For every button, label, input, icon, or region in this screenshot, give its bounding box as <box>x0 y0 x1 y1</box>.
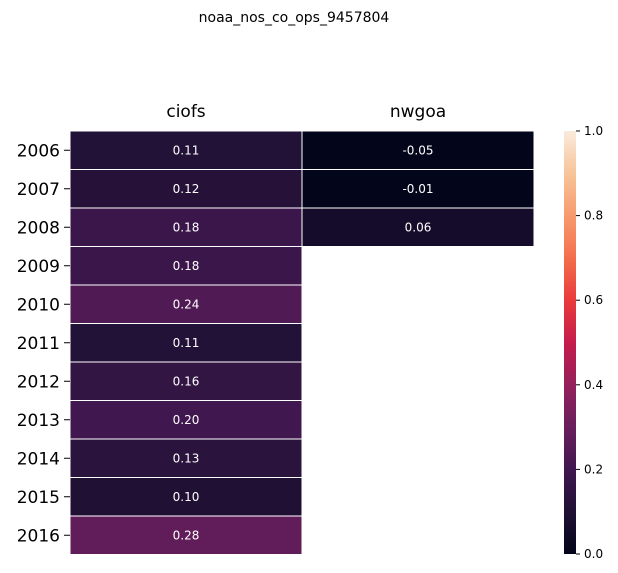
row-labels: 2006 2007 2008 2009 2010 2011 2012 2013 2014 2015… <box>17 141 70 546</box>
cell-value-label: 0.11 <box>173 143 200 157</box>
row-label-2011: 2011 <box>17 334 60 354</box>
row-label-2015: 2015 <box>17 488 60 508</box>
colorbar-gradient <box>564 131 576 554</box>
column-labels: ciofs nwgoa <box>166 102 446 122</box>
row-label-2006: 2006 <box>17 141 60 161</box>
row-label-2008: 2008 <box>17 218 60 238</box>
heatmap-cell-2016-ciofs <box>69 515 303 555</box>
row-label-2010: 2010 <box>17 295 60 315</box>
heatmap-cell-2014-ciofs <box>69 438 303 478</box>
colorbar-tick-label: 0.0 <box>584 547 603 561</box>
heatmap-cell-2006-ciofs <box>69 130 303 170</box>
cell-value-label: 0.28 <box>173 528 200 542</box>
column-label-nwgoa: nwgoa <box>390 102 446 122</box>
cell-value-label: -0.05 <box>402 143 433 157</box>
heatmap-cell-2013-ciofs <box>69 400 303 440</box>
row-label-2009: 2009 <box>17 257 60 277</box>
row-label-2013: 2013 <box>17 411 60 431</box>
colorbar-tick-label: 1.0 <box>584 124 603 138</box>
heatmap-cell-2007-nwgoa <box>301 169 535 209</box>
cell-value-label: 0.18 <box>173 259 200 273</box>
heatmap-cells: 0.11 -0.05 0.12 -0.01 0.18 0.06 0.18 0.24 0.11 0.… <box>69 130 535 555</box>
cell-value-label: 0.24 <box>173 297 200 311</box>
heatmap-cell-2008-nwgoa <box>301 207 535 247</box>
colorbar: 0.0 0.2 0.4 0.6 0.8 1.0 <box>564 124 603 561</box>
row-label-2014: 2014 <box>17 449 60 469</box>
row-label-2007: 2007 <box>17 180 60 200</box>
cell-value-label: 0.16 <box>173 374 200 388</box>
cell-value-label: 0.12 <box>173 182 200 196</box>
cell-value-label: 0.13 <box>173 451 200 465</box>
cell-value-label: 0.18 <box>173 220 200 234</box>
heatmap-cell-2007-ciofs <box>69 169 303 209</box>
heatmap-cell-2006-nwgoa <box>301 130 535 170</box>
cell-value-label: -0.01 <box>402 182 433 196</box>
chart-title: noaa_nos_co_ops_9457804 <box>199 10 390 26</box>
row-label-2016: 2016 <box>17 526 60 546</box>
cell-value-label: 0.06 <box>405 220 432 234</box>
cell-value-label: 0.20 <box>173 413 200 427</box>
cell-value-label: 0.11 <box>173 336 200 350</box>
colorbar-tick-label: 0.2 <box>584 462 603 476</box>
colorbar-tick-label: 0.6 <box>584 293 603 307</box>
colorbar-tick-label: 0.4 <box>584 378 603 392</box>
colorbar-tick-label: 0.8 <box>584 209 603 223</box>
heatmap-cell-2012-ciofs <box>69 361 303 401</box>
column-label-ciofs: ciofs <box>166 102 205 122</box>
row-label-2012: 2012 <box>17 372 60 392</box>
cell-value-label: 0.10 <box>173 490 200 504</box>
